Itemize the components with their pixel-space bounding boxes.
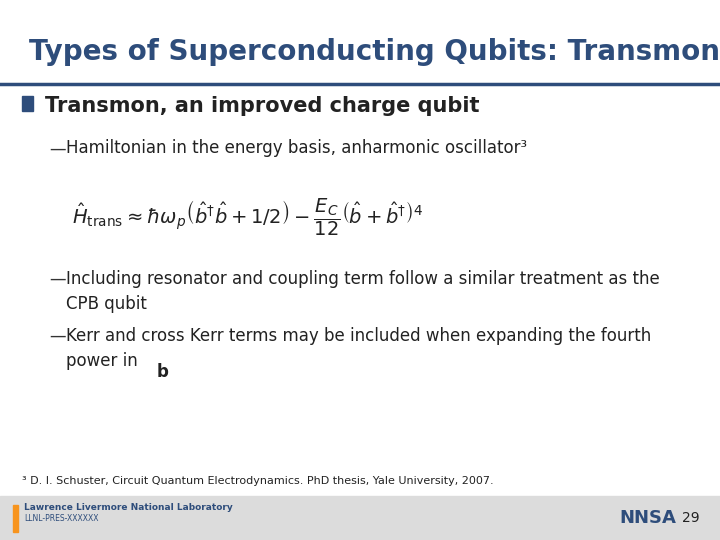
- Text: LLNL-PRES-XXXXXX: LLNL-PRES-XXXXXX: [24, 514, 99, 523]
- Text: —: —: [49, 270, 66, 288]
- Text: Types of Superconducting Qubits: Transmon: Types of Superconducting Qubits: Transmo…: [29, 38, 720, 66]
- Text: 29: 29: [683, 511, 700, 525]
- Bar: [22, 96, 33, 111]
- Text: Kerr and cross Kerr terms may be included when expanding the fourth
power in: Kerr and cross Kerr terms may be include…: [66, 327, 652, 370]
- Text: b: b: [157, 363, 168, 381]
- Text: NNSA: NNSA: [619, 509, 676, 526]
- Text: —: —: [49, 139, 66, 157]
- Text: Hamiltonian in the energy basis, anharmonic oscillator³: Hamiltonian in the energy basis, anharmo…: [66, 139, 527, 157]
- Bar: [0, 496, 720, 540]
- Text: ³ D. I. Schuster, Circuit Quantum Electrodynamics. PhD thesis, Yale University, : ³ D. I. Schuster, Circuit Quantum Electr…: [22, 476, 493, 487]
- Text: Transmon, an improved charge qubit: Transmon, an improved charge qubit: [45, 96, 480, 116]
- Bar: [13, 505, 18, 532]
- Text: —: —: [49, 327, 66, 345]
- Text: Lawrence Livermore National Laboratory: Lawrence Livermore National Laboratory: [24, 503, 233, 512]
- Text: Including resonator and coupling term follow a similar treatment as the
CPB qubi: Including resonator and coupling term fo…: [66, 270, 660, 313]
- Text: $\hat{H}_{\mathrm{trans}} \approx \hbar\omega_p \left(\hat{b}^{\dagger}\hat{b} +: $\hat{H}_{\mathrm{trans}} \approx \hbar\…: [72, 197, 423, 239]
